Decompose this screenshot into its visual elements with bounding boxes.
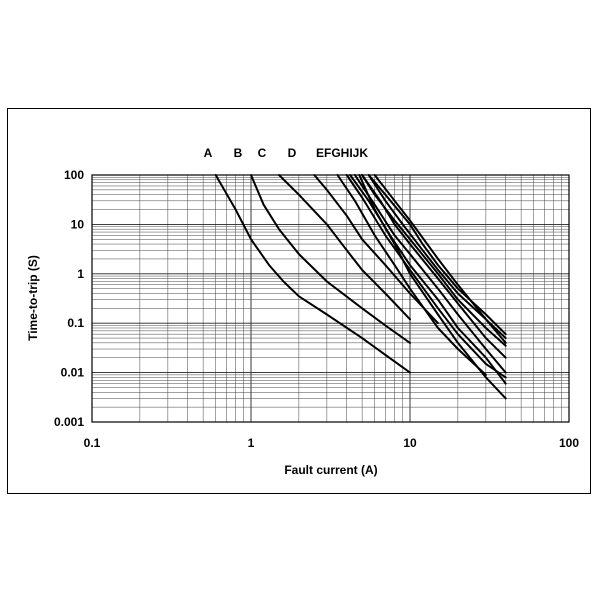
trip-curve-5 <box>336 174 487 376</box>
trip-curve-14 <box>358 174 507 400</box>
curve-labels: A B C D EFGHIJK <box>204 146 369 160</box>
trip-curve-13 <box>373 174 507 344</box>
x-tick-label: 100 <box>559 436 579 450</box>
trip-curve-12 <box>367 174 507 336</box>
x-tick-label: 0.1 <box>84 436 101 450</box>
curve-label: EFGHIJK <box>316 146 368 160</box>
trip-curve-8 <box>353 174 507 374</box>
trip-curve-4 <box>313 174 439 325</box>
y-tick-labels: 0.001 0.01 0.1 1 10 100 <box>54 168 84 429</box>
curve-label: A <box>204 146 213 160</box>
curve-label: D <box>288 146 297 160</box>
y-tick-label: 10 <box>71 217 85 231</box>
chart-frame <box>7 108 591 494</box>
y-tick-label: 0.01 <box>61 366 85 380</box>
y-tick-label: 100 <box>64 168 84 182</box>
y-tick-label: 0.1 <box>67 316 84 330</box>
plot-border <box>91 174 570 423</box>
y-tick-label: 1 <box>77 267 84 281</box>
y-tick-label: 0.001 <box>54 415 84 429</box>
x-tick-label: 1 <box>248 436 255 450</box>
x-axis-title: Fault current (A) <box>284 463 377 477</box>
curve-label: B <box>234 146 243 160</box>
trip-curve-2 <box>250 174 411 344</box>
plot-area <box>92 175 569 422</box>
trip-curve-7 <box>349 174 507 385</box>
x-tick-labels: 0.1 1 10 100 <box>84 436 580 450</box>
x-tick-label: 10 <box>403 436 417 450</box>
y-axis-title: Time-to-trip (S) <box>26 255 40 341</box>
trip-curve-10 <box>361 174 507 347</box>
curves <box>214 174 507 400</box>
trip-curve-1 <box>214 174 411 374</box>
curve-label: C <box>258 146 267 160</box>
trip-curve-6 <box>345 174 507 379</box>
trip-curve-3 <box>278 174 411 321</box>
